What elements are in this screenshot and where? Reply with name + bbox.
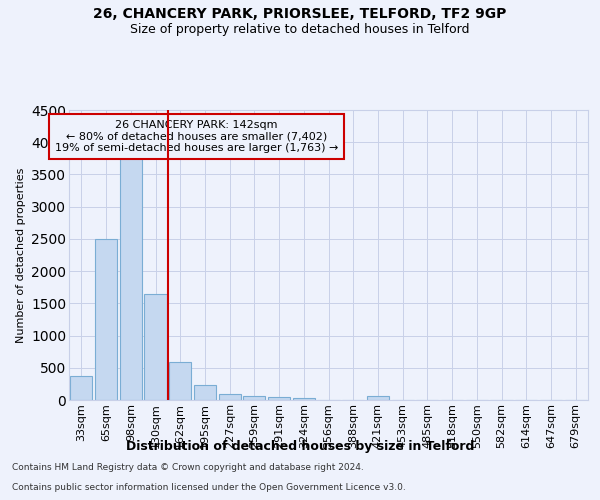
Text: Size of property relative to detached houses in Telford: Size of property relative to detached ho… [130,22,470,36]
Bar [95,239,117,400]
Bar [268,397,290,400]
Bar [169,362,191,400]
Text: 26 CHANCERY PARK: 142sqm
← 80% of detached houses are smaller (7,402)
19% of sem: 26 CHANCERY PARK: 142sqm ← 80% of detach… [55,120,338,153]
Text: Distribution of detached houses by size in Telford: Distribution of detached houses by size … [126,440,474,453]
Y-axis label: Number of detached properties: Number of detached properties [16,168,26,342]
Text: 26, CHANCERY PARK, PRIORSLEE, TELFORD, TF2 9GP: 26, CHANCERY PARK, PRIORSLEE, TELFORD, T… [94,8,506,22]
Bar [293,398,315,400]
Bar [119,158,142,400]
Bar [243,396,265,400]
Bar [70,376,92,400]
Bar [194,385,216,400]
Bar [218,394,241,400]
Bar [367,396,389,400]
Text: Contains public sector information licensed under the Open Government Licence v3: Contains public sector information licen… [12,484,406,492]
Text: Contains HM Land Registry data © Crown copyright and database right 2024.: Contains HM Land Registry data © Crown c… [12,464,364,472]
Bar [145,294,167,400]
